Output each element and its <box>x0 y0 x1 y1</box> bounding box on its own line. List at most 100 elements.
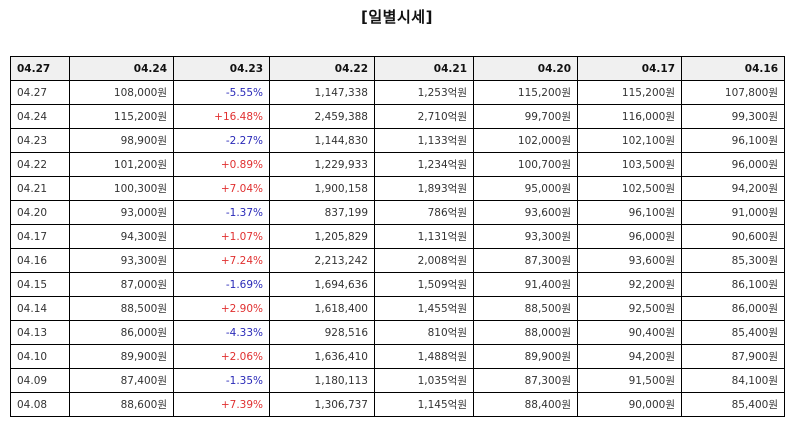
table-cell: 87,300원 <box>473 368 578 393</box>
table-cell: 1,131억원 <box>374 224 474 249</box>
table-cell: 85,300원 <box>681 248 785 273</box>
column-header: 04.17 <box>577 56 682 81</box>
change-cell: -1.35% <box>173 368 270 393</box>
table-cell: 102,500원 <box>577 176 682 201</box>
date-cell: 04.27 <box>10 80 70 105</box>
date-cell: 04.24 <box>10 104 70 129</box>
table-cell: 102,100원 <box>577 128 682 153</box>
table-cell: 786억원 <box>374 200 474 225</box>
change-cell: +0.89% <box>173 152 270 177</box>
table-row: 04.22 101,200원 +0.89% 1,229,933 1,234억원 100,7… <box>10 152 785 177</box>
table-cell: 115,200원 <box>577 80 682 105</box>
daily-price-table: 04.27 04.24 04.23 04.22 04.21 04.20 04.17 04.16… <box>10 56 785 417</box>
table-cell: 86,000원 <box>681 296 785 321</box>
table-cell: 115,200원 <box>69 104 174 129</box>
table-cell: 91,500원 <box>577 368 682 393</box>
table-cell: 1,147,338 <box>269 80 375 105</box>
column-header: 04.20 <box>473 56 578 81</box>
date-cell: 04.08 <box>10 392 70 417</box>
table-row: 04.23 98,900원 -2.27% 1,144,830 1,133억원 102,00… <box>10 128 785 153</box>
table-cell: 88,600원 <box>69 392 174 417</box>
table-cell: 1,180,113 <box>269 368 375 393</box>
table-cell: 93,600원 <box>473 200 578 225</box>
table-cell: 94,300원 <box>69 224 174 249</box>
table-cell: 102,000원 <box>473 128 578 153</box>
table-cell: 96,000원 <box>681 152 785 177</box>
table-cell: 1,229,933 <box>269 152 375 177</box>
table-cell: 1,509억원 <box>374 272 474 297</box>
table-cell: 99,700원 <box>473 104 578 129</box>
table-cell: 93,600원 <box>577 248 682 273</box>
table-cell: 89,900원 <box>473 344 578 369</box>
table-cell: 91,000원 <box>681 200 785 225</box>
date-cell: 04.23 <box>10 128 70 153</box>
table-cell: 1,900,158 <box>269 176 375 201</box>
change-cell: -1.37% <box>173 200 270 225</box>
column-header: 04.22 <box>269 56 375 81</box>
table-cell: 87,900원 <box>681 344 785 369</box>
date-cell: 04.22 <box>10 152 70 177</box>
table-cell: 115,200원 <box>473 80 578 105</box>
table-body: 04.27 108,000원 -5.55% 1,147,338 1,253억원 115,2… <box>10 80 785 417</box>
table-cell: 91,400원 <box>473 272 578 297</box>
table-cell: 1,205,829 <box>269 224 375 249</box>
column-header: 04.23 <box>173 56 270 81</box>
table-cell: 92,200원 <box>577 272 682 297</box>
table-cell: 96,100원 <box>577 200 682 225</box>
date-cell: 04.09 <box>10 368 70 393</box>
change-cell: -1.69% <box>173 272 270 297</box>
table-row: 04.27 108,000원 -5.55% 1,147,338 1,253억원 115,2… <box>10 80 785 105</box>
table-cell: 87,000원 <box>69 272 174 297</box>
date-cell: 04.16 <box>10 248 70 273</box>
table-cell: 87,400원 <box>69 368 174 393</box>
table-cell: 1,253억원 <box>374 80 474 105</box>
table-cell: 95,000원 <box>473 176 578 201</box>
table-cell: 87,300원 <box>473 248 578 273</box>
table-cell: 90,400원 <box>577 320 682 345</box>
table-cell: 103,500원 <box>577 152 682 177</box>
table-row: 04.08 88,600원 +7.39% 1,306,737 1,145억원 88,400… <box>10 392 785 417</box>
table-row: 04.16 93,300원 +7.24% 2,213,242 2,008억원 87,300… <box>10 248 785 273</box>
table-cell: 1,035억원 <box>374 368 474 393</box>
table-cell: 93,300원 <box>473 224 578 249</box>
table-cell: 1,145억원 <box>374 392 474 417</box>
date-cell: 04.17 <box>10 224 70 249</box>
table-cell: 2,710억원 <box>374 104 474 129</box>
date-cell: 04.21 <box>10 176 70 201</box>
table-cell: 94,200원 <box>681 176 785 201</box>
table-cell: 90,000원 <box>577 392 682 417</box>
table-cell: 107,800원 <box>681 80 785 105</box>
table-cell: 88,500원 <box>69 296 174 321</box>
table-cell: 1,234억원 <box>374 152 474 177</box>
date-cell: 04.13 <box>10 320 70 345</box>
table-cell: 100,300원 <box>69 176 174 201</box>
change-cell: +7.04% <box>173 176 270 201</box>
table-cell: 99,300원 <box>681 104 785 129</box>
table-cell: 1,133억원 <box>374 128 474 153</box>
table-row: 04.09 87,400원 -1.35% 1,180,113 1,035억원 87,300… <box>10 368 785 393</box>
change-cell: +2.90% <box>173 296 270 321</box>
date-cell: 04.10 <box>10 344 70 369</box>
table-cell: 2,459,388 <box>269 104 375 129</box>
column-header: 04.16 <box>681 56 785 81</box>
table-cell: 116,000원 <box>577 104 682 129</box>
change-cell: +7.39% <box>173 392 270 417</box>
table-cell: 96,000원 <box>577 224 682 249</box>
change-cell: -4.33% <box>173 320 270 345</box>
table-cell: 88,000원 <box>473 320 578 345</box>
table-cell: 810억원 <box>374 320 474 345</box>
table-cell: 88,500원 <box>473 296 578 321</box>
table-cell: 108,000원 <box>69 80 174 105</box>
table-cell: 1,306,737 <box>269 392 375 417</box>
table-cell: 2,213,242 <box>269 248 375 273</box>
change-cell: +2.06% <box>173 344 270 369</box>
table-row: 04.17 94,300원 +1.07% 1,205,829 1,131억원 93,300… <box>10 224 785 249</box>
change-cell: +1.07% <box>173 224 270 249</box>
table-cell: 98,900원 <box>69 128 174 153</box>
table-cell: 1,636,410 <box>269 344 375 369</box>
table-row: 04.13 86,000원 -4.33% 928,516 810억원 88,000원 90,… <box>10 320 785 345</box>
table-row: 04.10 89,900원 +2.06% 1,636,410 1,488억원 89,900… <box>10 344 785 369</box>
table-cell: 84,100원 <box>681 368 785 393</box>
table-cell: 90,600원 <box>681 224 785 249</box>
date-cell: 04.14 <box>10 296 70 321</box>
